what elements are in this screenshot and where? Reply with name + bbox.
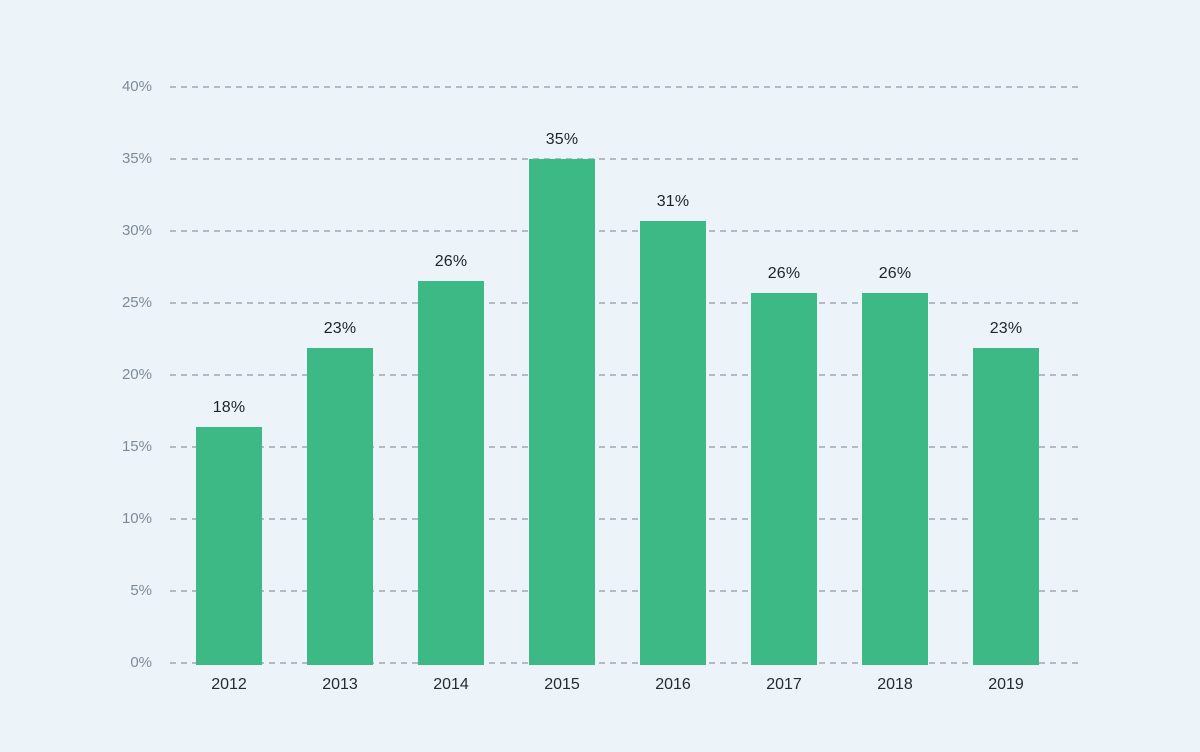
bar-value-label-2016: 31% — [656, 192, 690, 210]
gridline-40% — [170, 86, 1078, 88]
bar-value-label-2018: 26% — [878, 264, 912, 282]
y-tick-label: 10% — [121, 510, 152, 527]
bar-value-label-2012: 18% — [212, 398, 246, 416]
gridline-5% — [170, 590, 1078, 592]
gridline-25% — [170, 302, 1078, 304]
x-tick-label-2015: 2015 — [544, 676, 580, 693]
bar-2016 — [640, 220, 706, 665]
x-tick-label-2012: 2012 — [211, 676, 247, 693]
y-tick-label: 15% — [121, 438, 152, 455]
bar-value-label-2015: 35% — [545, 131, 579, 148]
y-tick-label: 5% — [130, 582, 152, 599]
gridline-30% — [170, 230, 1078, 232]
bar-2014 — [418, 281, 484, 665]
bar-value-label-2013: 23% — [323, 319, 357, 337]
gridline-35% — [170, 158, 1078, 160]
x-tick-label-2013: 2013 — [322, 676, 358, 693]
gridline-10% — [170, 518, 1078, 520]
bar-value-label-2019: 23% — [989, 319, 1023, 337]
y-tick-label: 30% — [121, 222, 152, 239]
bar-2015 — [529, 159, 595, 665]
y-tick-label: 40% — [121, 78, 152, 95]
bar-2019 — [973, 347, 1039, 665]
x-tick-label-2016: 2016 — [655, 676, 691, 693]
x-tick-label-2017: 2017 — [766, 676, 802, 693]
x-tick-label-2019: 2019 — [988, 676, 1024, 693]
y-tick-label: 20% — [121, 366, 152, 383]
y-tick-label: 35% — [121, 150, 152, 167]
x-tick-label-2018: 2018 — [877, 676, 913, 693]
gridline-0% — [170, 662, 1078, 664]
bar-value-label-2014: 26% — [434, 253, 468, 271]
x-tick-label-2014: 2014 — [433, 676, 469, 693]
bar-2013 — [307, 347, 373, 665]
gridline-20% — [170, 374, 1078, 376]
y-tick-label: 0% — [130, 654, 152, 671]
bar-2017 — [751, 292, 817, 665]
y-tick-label: 25% — [121, 294, 152, 311]
gridline-15% — [170, 446, 1078, 448]
bar-2018 — [862, 292, 928, 665]
bar-2012 — [196, 426, 262, 665]
bar-value-label-2017: 26% — [767, 264, 801, 282]
